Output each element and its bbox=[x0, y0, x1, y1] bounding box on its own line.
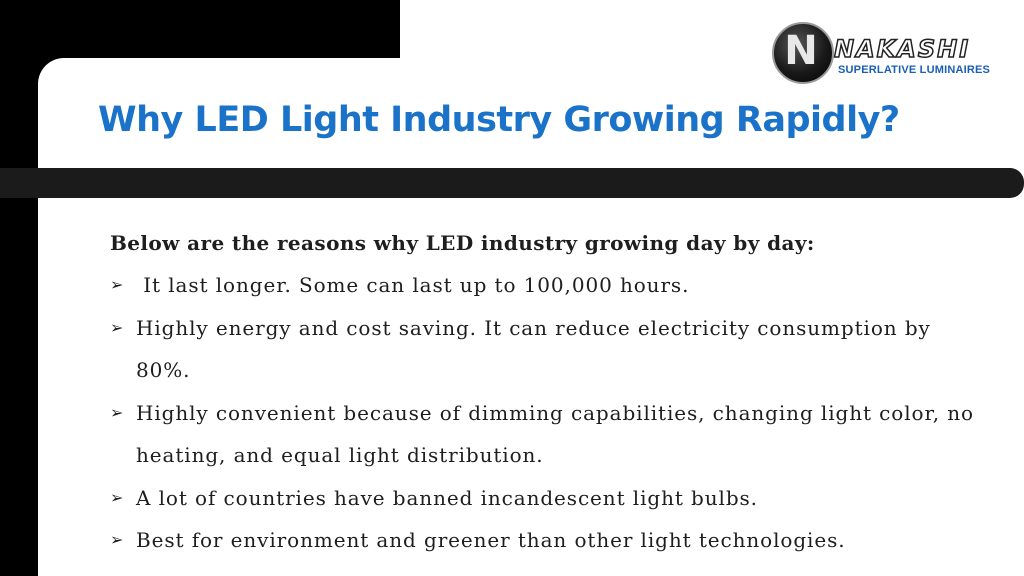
divider-bar bbox=[0, 168, 1024, 198]
logo-badge-icon bbox=[772, 22, 834, 84]
reasons-list: ➢ It last longer. Some can last up to 10… bbox=[110, 264, 990, 562]
arrow-bullet-icon: ➢ bbox=[110, 530, 125, 549]
top-right-white-band bbox=[400, 0, 1024, 60]
list-item: ➢ Highly convenient because of dimming ca… bbox=[110, 392, 990, 477]
list-item-text: Highly energy and cost saving. It can re… bbox=[136, 315, 931, 383]
intro-text: Below are the reasons why LED industry g… bbox=[110, 231, 815, 255]
list-item: ➢ Best for environment and greener than o… bbox=[110, 519, 990, 562]
company-logo: N NAKASHI SUPERLATIVE LUMINAIRES bbox=[772, 22, 992, 86]
list-item: ➢ It last longer. Some can last up to 10… bbox=[110, 264, 990, 307]
arrow-bullet-icon: ➢ bbox=[110, 487, 125, 507]
list-item-text: Highly convenient because of dimming cap… bbox=[136, 400, 974, 468]
logo-name: NAKASHI bbox=[833, 35, 971, 63]
slide-card bbox=[38, 58, 1024, 576]
list-item: ➢ Highly energy and cost saving. It can r… bbox=[110, 307, 990, 392]
arrow-bullet-icon: ➢ bbox=[110, 275, 125, 294]
slide-body: Below are the reasons why LED industry g… bbox=[110, 222, 990, 562]
arrow-bullet-icon: ➢ bbox=[110, 317, 125, 337]
arrow-bullet-icon: ➢ bbox=[110, 402, 125, 422]
list-item: ➢ A lot of countries have banned incandes… bbox=[110, 477, 990, 520]
logo-mark: N bbox=[784, 28, 818, 74]
slide-title: Why LED Light Industry Growing Rapidly? bbox=[98, 100, 900, 140]
list-item-text: Best for environment and greener than ot… bbox=[136, 528, 846, 552]
list-item-text: It last longer. Some can last up to 100,… bbox=[136, 273, 690, 297]
list-item-text: A lot of countries have banned incandesc… bbox=[136, 485, 758, 510]
top-left-black-band bbox=[0, 0, 400, 60]
logo-tagline: SUPERLATIVE LUMINAIRES bbox=[838, 64, 991, 76]
